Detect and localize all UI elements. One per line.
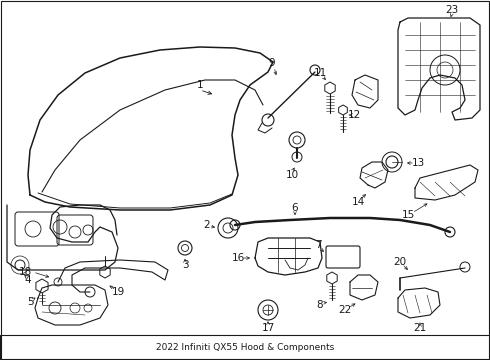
- Text: 7: 7: [315, 240, 321, 250]
- Text: 18: 18: [19, 267, 32, 277]
- Text: 22: 22: [339, 305, 352, 315]
- Text: 19: 19: [111, 287, 124, 297]
- Text: 23: 23: [445, 5, 459, 15]
- Text: 20: 20: [393, 257, 407, 267]
- Text: 15: 15: [401, 210, 415, 220]
- Text: 2022 Infiniti QX55 Hood & Components: 2022 Infiniti QX55 Hood & Components: [156, 342, 334, 351]
- Text: 13: 13: [412, 158, 425, 168]
- Text: 2: 2: [204, 220, 210, 230]
- Text: 11: 11: [314, 68, 327, 78]
- Text: 21: 21: [414, 323, 427, 333]
- Text: 17: 17: [261, 323, 274, 333]
- Text: 12: 12: [347, 110, 361, 120]
- Text: 6: 6: [292, 203, 298, 213]
- Text: 10: 10: [286, 170, 298, 180]
- Text: 9: 9: [269, 58, 275, 68]
- Text: 5: 5: [26, 297, 33, 307]
- Bar: [0, 335, 490, 360]
- Text: 8: 8: [317, 300, 323, 310]
- Text: 1: 1: [196, 80, 203, 90]
- Text: 4: 4: [24, 275, 31, 285]
- Text: 14: 14: [351, 197, 365, 207]
- Text: 16: 16: [231, 253, 245, 263]
- Text: 3: 3: [182, 260, 188, 270]
